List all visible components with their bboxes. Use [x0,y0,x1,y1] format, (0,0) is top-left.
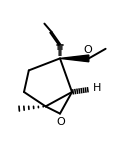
Polygon shape [60,55,89,62]
Text: O: O [83,45,92,55]
Text: H: H [92,83,101,93]
Text: O: O [57,117,66,127]
